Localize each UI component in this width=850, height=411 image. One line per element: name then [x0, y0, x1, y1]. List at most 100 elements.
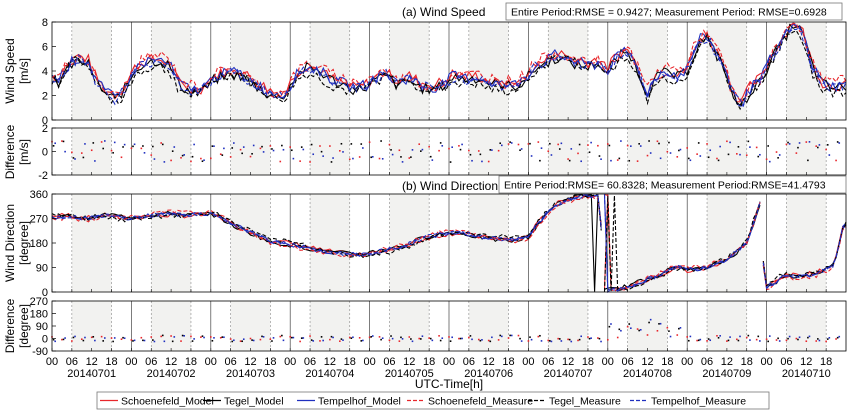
speed-diff-point: [102, 147, 105, 150]
speed-diff-point: [370, 156, 372, 159]
measurement-shade: [151, 22, 191, 120]
direction-diff-point: [352, 336, 354, 339]
legend-box: [96, 391, 770, 410]
direction-diff-point: [767, 340, 769, 343]
speed-diff-point: [153, 158, 156, 160]
speed-diff-point: [487, 160, 490, 163]
direction-diff-point: [659, 322, 662, 325]
direction-diff-point: [183, 335, 186, 337]
direction-diff-point: [749, 339, 751, 341]
direction-diff-point: [140, 336, 143, 339]
speed-diff-point: [170, 159, 172, 162]
speed-diff-point: [143, 152, 146, 154]
speed-diff-point: [570, 148, 573, 150]
speed-diff-point: [429, 155, 432, 158]
speed-diff-point: [747, 140, 750, 143]
direction-diff-point: [269, 338, 272, 341]
direction-diff-point: [381, 337, 384, 340]
direction-diff-point: [241, 340, 243, 343]
speed-diff-point: [80, 152, 83, 154]
speed-diff-point: [358, 156, 361, 158]
direction-diff-point: [607, 338, 609, 341]
measurement-shade: [71, 128, 112, 175]
measurement-shade: [151, 194, 191, 292]
y-tick-label: 0: [42, 287, 48, 299]
measurement-shade: [548, 128, 588, 175]
speed-diff-point: [211, 145, 214, 147]
direction-diff-point: [201, 335, 204, 337]
direction-diff-point: [143, 339, 146, 342]
speed-diff-point: [428, 145, 430, 148]
measurement-shade: [389, 301, 430, 351]
direction-diff-point: [570, 340, 573, 343]
measurement-shade: [786, 128, 827, 175]
speed-diff-point: [140, 147, 143, 150]
hour-tick-label: 00: [363, 356, 375, 368]
speed-title: (a) Wind Speed: [402, 5, 485, 19]
direction-diff-point: [378, 336, 381, 338]
speed-diff-point: [132, 145, 134, 148]
wind-speed-series: [51, 22, 847, 111]
speed-diff-point: [547, 150, 550, 152]
measurement-shade: [786, 301, 827, 351]
speed-diff-point: [798, 142, 801, 144]
speed-diff-point: [828, 154, 831, 156]
speed-diff-point: [716, 157, 718, 160]
hour-tick-label: 06: [383, 356, 395, 368]
direction-diff-point: [163, 340, 166, 343]
direction-diff-point: [80, 338, 83, 340]
speed-diff-point: [755, 146, 758, 149]
direction-diff-point: [687, 339, 690, 342]
speed-line-tempelhof-measure: [51, 25, 847, 108]
measurement-shade: [468, 301, 509, 351]
speed-diff-point: [381, 158, 384, 160]
direction-diff-point: [104, 337, 106, 339]
speed-diff-point: [501, 144, 503, 147]
direction-diff-point: [646, 334, 649, 336]
speed-diff-point: [241, 152, 243, 155]
direction-diff-point: [729, 336, 731, 338]
direction-diff-point: [679, 327, 682, 329]
direction-diff-point: [329, 338, 331, 341]
speed-diff-point: [745, 154, 748, 156]
speed-diff-point: [92, 142, 95, 144]
speed-diff-point: [142, 145, 144, 147]
speed-diff-point: [411, 149, 414, 151]
speed-diff-point: [360, 143, 363, 145]
speed-diff-point: [84, 143, 86, 145]
speed-diff-point: [597, 144, 599, 147]
direction-difference-points: [51, 318, 841, 343]
direction-diff-point: [777, 337, 779, 340]
direction-diff-ylabel-line1: Difference: [3, 298, 17, 353]
direction-diff-point: [558, 338, 561, 340]
speed-diff-point: [558, 148, 561, 150]
direction-diff-point: [747, 334, 750, 337]
direction-diff-point: [100, 335, 103, 338]
speed-diff-point: [113, 141, 116, 144]
hour-tick-label: 18: [344, 356, 356, 368]
speed-diff-point: [181, 154, 184, 157]
speed-diff-point: [110, 149, 113, 152]
direction-diff-point: [468, 336, 470, 339]
direction-diff-point: [90, 336, 93, 339]
direction-diff-point: [818, 339, 821, 342]
speed-diff-point: [64, 150, 66, 153]
direction-diff-point: [560, 340, 563, 342]
speed-diff-point: [152, 145, 154, 148]
direction-diff-point: [510, 334, 513, 337]
hour-tick-label: 18: [661, 356, 673, 368]
direction-diff-point: [626, 325, 629, 328]
speed-diff-point: [497, 149, 500, 152]
speed-diff-point: [646, 154, 649, 157]
direction-diff-point: [173, 336, 176, 338]
speed-diff-point: [626, 144, 629, 147]
speed-diff-point: [130, 147, 133, 150]
speed-diff-point: [281, 144, 283, 147]
speed-diff-point: [588, 151, 591, 154]
direction-diff-point: [410, 338, 412, 340]
hour-tick-label: 00: [522, 356, 534, 368]
speed-diff-point: [687, 157, 690, 160]
speed-diff-point: [540, 147, 543, 149]
direction-diff-point: [481, 339, 483, 341]
speed-diff-point: [759, 153, 761, 156]
